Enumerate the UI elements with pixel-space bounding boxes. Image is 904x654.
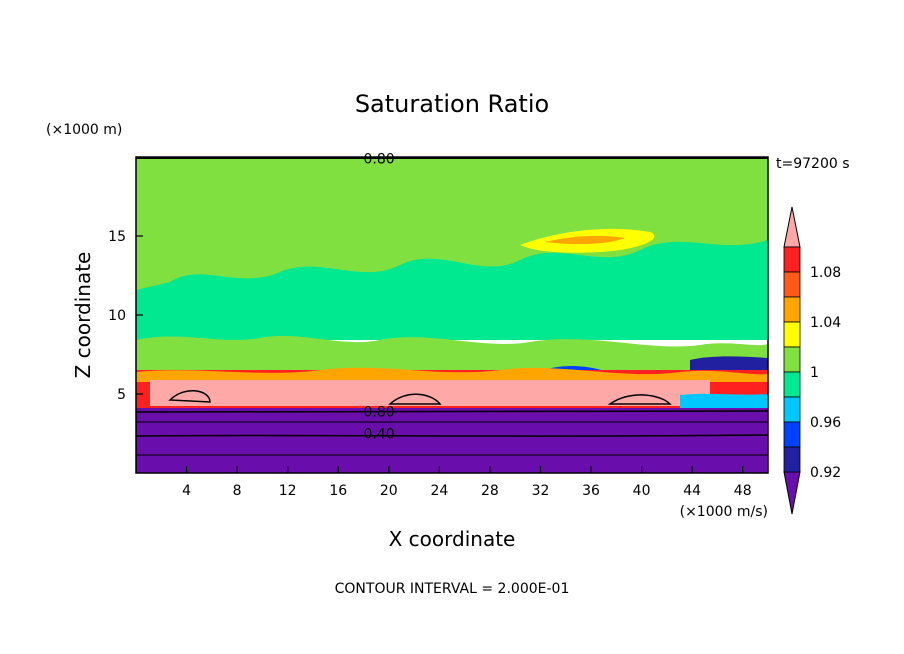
y-axis-ticks: 5 10 15 xyxy=(108,229,143,403)
field-moist-layer xyxy=(136,335,768,375)
colorbar-bottom-arrow xyxy=(783,471,801,515)
field-band-orange xyxy=(136,367,768,382)
colorbar-segment xyxy=(783,421,801,448)
colorbar-top-arrow xyxy=(783,206,801,248)
field-lower xyxy=(136,408,768,473)
colorbar-segment xyxy=(783,246,801,273)
colorbar: 1.08 1.04 1 0.96 0.92 xyxy=(783,206,841,515)
colorbar-segment xyxy=(783,321,801,348)
y-tick-label: 15 xyxy=(108,229,126,245)
contour-label: 0.80 xyxy=(364,404,395,420)
contour-0.80-bottom xyxy=(136,410,768,413)
x-tick-label: 20 xyxy=(380,483,398,499)
x-tick-label: 40 xyxy=(633,483,651,499)
y-tick-label: 5 xyxy=(117,387,126,403)
colorbar-label: 1 xyxy=(810,365,819,381)
contour-cloud-a xyxy=(168,390,211,403)
contour-label: 0.40 xyxy=(364,427,395,443)
field-orange-streak xyxy=(545,235,625,245)
colorbar-segment xyxy=(783,446,801,473)
contour-cloud-c xyxy=(607,394,672,405)
y-tick-label: 10 xyxy=(108,308,126,324)
contour-0.40 xyxy=(136,434,768,437)
colorbar-label: 1.04 xyxy=(810,315,841,331)
x-tick-label: 36 xyxy=(582,483,600,499)
contour-interval-note: CONTOUR INTERVAL = 2.000E-01 xyxy=(335,581,570,597)
contour-labels: 0.80 0.80 0.40 xyxy=(364,152,395,443)
x-unit-label: (×1000 m/s) xyxy=(680,504,768,520)
colorbar-segment xyxy=(783,396,801,423)
colorbar-label: 0.92 xyxy=(810,465,841,481)
colorbar-segment xyxy=(783,346,801,373)
x-tick-label: 32 xyxy=(532,483,550,499)
x-tick-label: 4 xyxy=(182,483,191,499)
contour-cloud-b xyxy=(388,393,442,405)
chart-title: Saturation Ratio xyxy=(355,90,549,118)
time-label: t=97200 s xyxy=(776,156,850,172)
colorbar-label: 0.96 xyxy=(810,415,841,431)
colorbar-segment xyxy=(783,271,801,298)
x-tick-label: 28 xyxy=(481,483,499,499)
colorbar-segment xyxy=(783,296,801,323)
x-axis-label: X coordinate xyxy=(389,527,516,551)
y-axis-label: Z coordinate xyxy=(71,252,95,379)
x-tick-label: 24 xyxy=(430,483,448,499)
x-tick-label: 48 xyxy=(734,483,752,499)
x-tick-label: 44 xyxy=(683,483,701,499)
colorbar-segment xyxy=(783,371,801,398)
plot-area xyxy=(136,157,768,473)
y-unit-label: (×1000 m) xyxy=(46,122,122,138)
x-tick-label: 16 xyxy=(329,483,347,499)
colorbar-label: 1.08 xyxy=(810,265,841,281)
x-tick-label: 8 xyxy=(233,483,242,499)
field-band-edge-cyan xyxy=(680,393,768,408)
field-cloud-shapes xyxy=(136,189,768,290)
contour-label: 0.80 xyxy=(364,152,395,168)
field-band-pink xyxy=(150,380,710,406)
x-tick-label: 12 xyxy=(279,483,297,499)
x-axis-ticks: 4 8 12 16 20 24 28 32 36 40 44 48 xyxy=(182,466,752,499)
